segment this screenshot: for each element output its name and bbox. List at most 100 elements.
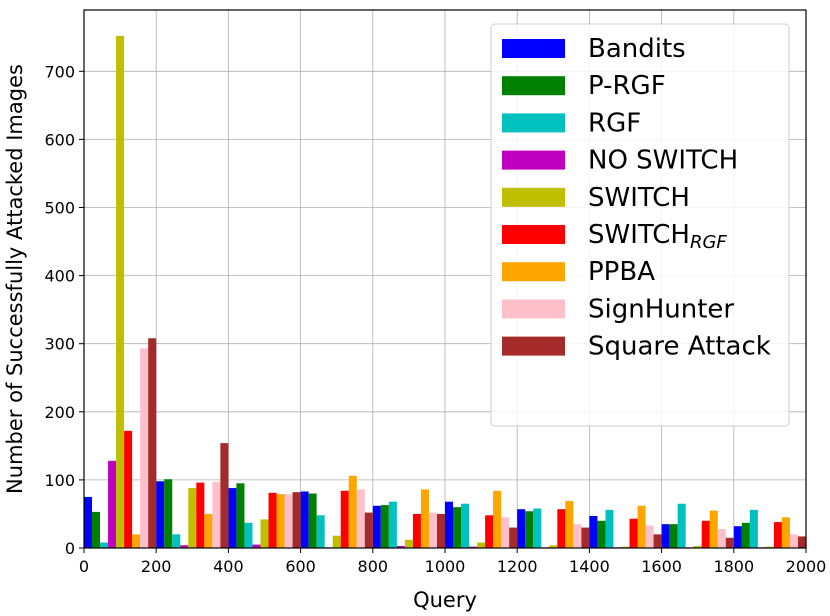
bar xyxy=(252,544,261,548)
bar xyxy=(292,492,301,548)
x-axis: 0 200 400 600 800 1000 1200 1400 1600 1800 2000 xyxy=(79,548,826,576)
x-axis-label: Query xyxy=(413,588,477,612)
legend-swatch xyxy=(502,336,565,356)
legend-swatch xyxy=(502,262,565,282)
legend-label: SWITCH xyxy=(588,183,690,213)
y-axis-label: Number of Successfully Attacked Images xyxy=(3,64,27,494)
bar xyxy=(140,348,149,548)
bar xyxy=(236,483,245,548)
bar xyxy=(340,490,349,548)
bar xyxy=(156,481,165,548)
bar xyxy=(124,430,133,548)
bar xyxy=(669,524,678,548)
y-tick-label: 200 xyxy=(44,403,75,422)
x-tick-label: 1200 xyxy=(497,557,538,576)
bar xyxy=(436,513,445,548)
x-tick-label: 600 xyxy=(285,557,316,576)
bar xyxy=(84,496,93,548)
legend-label-subscript: RGF xyxy=(690,232,727,253)
legend-swatch xyxy=(502,113,565,133)
x-tick-label: 1400 xyxy=(569,557,610,576)
bar xyxy=(605,509,614,548)
legend-swatch xyxy=(502,187,565,207)
bar xyxy=(260,519,269,548)
bar xyxy=(332,535,341,548)
legend-label: Bandits xyxy=(588,34,686,64)
x-tick-label: 800 xyxy=(358,557,389,576)
bar xyxy=(573,524,582,548)
bar xyxy=(445,501,454,548)
bar xyxy=(661,524,670,548)
x-tick-label: 400 xyxy=(213,557,244,576)
bar xyxy=(388,501,397,548)
legend-label: PPBA xyxy=(588,257,655,287)
bar xyxy=(677,503,686,548)
bar xyxy=(701,520,710,548)
x-tick-label: 200 xyxy=(141,557,172,576)
bar xyxy=(589,515,598,548)
bar xyxy=(453,507,462,548)
bar xyxy=(100,542,109,548)
legend-swatch xyxy=(502,225,565,244)
bar xyxy=(412,513,421,548)
legend-label: Square Attack xyxy=(588,332,771,362)
legend-label: P-RGF xyxy=(588,71,666,101)
y-tick-label: 300 xyxy=(44,335,75,354)
y-tick-label: 0 xyxy=(65,539,75,558)
y-tick-label: 100 xyxy=(44,471,75,490)
bar xyxy=(316,515,325,548)
bar xyxy=(741,522,750,548)
legend-label: SignHunter xyxy=(588,294,734,324)
bar xyxy=(485,515,494,548)
bar xyxy=(364,512,373,548)
bar xyxy=(108,460,117,548)
y-tick-label: 700 xyxy=(44,62,75,81)
x-tick-label: 1000 xyxy=(425,557,466,576)
bar xyxy=(533,508,542,548)
bar xyxy=(212,481,221,548)
bar xyxy=(244,522,253,548)
bar xyxy=(525,511,534,548)
bar xyxy=(557,509,566,548)
bar xyxy=(501,517,510,548)
legend-swatch xyxy=(502,39,565,58)
bar xyxy=(348,475,357,548)
legend-swatch xyxy=(502,76,565,96)
bar xyxy=(372,505,381,548)
bar xyxy=(549,545,558,548)
bar xyxy=(797,536,806,548)
bar xyxy=(773,522,782,548)
bar xyxy=(284,494,293,548)
bar xyxy=(300,491,309,548)
bar xyxy=(645,525,654,548)
bar xyxy=(148,338,157,548)
bar xyxy=(637,505,646,548)
bar xyxy=(308,493,317,548)
bar xyxy=(204,513,213,548)
bar xyxy=(164,479,173,548)
bar xyxy=(693,545,702,548)
legend-label: RGF xyxy=(588,108,641,138)
bar xyxy=(132,534,141,548)
bar xyxy=(469,546,478,548)
bar xyxy=(116,35,125,549)
legend-swatch xyxy=(502,299,565,319)
x-tick-label: 1600 xyxy=(641,557,682,576)
bar xyxy=(781,517,790,548)
bar xyxy=(180,545,189,548)
y-tick-label: 400 xyxy=(44,267,75,286)
bar xyxy=(581,527,590,548)
bar xyxy=(461,503,470,548)
bar xyxy=(629,518,638,548)
bar xyxy=(621,546,630,548)
bar xyxy=(428,512,437,548)
y-tick-label: 600 xyxy=(44,130,75,149)
bar xyxy=(765,546,774,548)
bar xyxy=(268,492,277,548)
legend-box xyxy=(490,23,790,427)
y-axis: 0 100 200 300 400 500 600 700 xyxy=(44,62,84,558)
bar xyxy=(493,490,502,548)
bar xyxy=(565,501,574,548)
